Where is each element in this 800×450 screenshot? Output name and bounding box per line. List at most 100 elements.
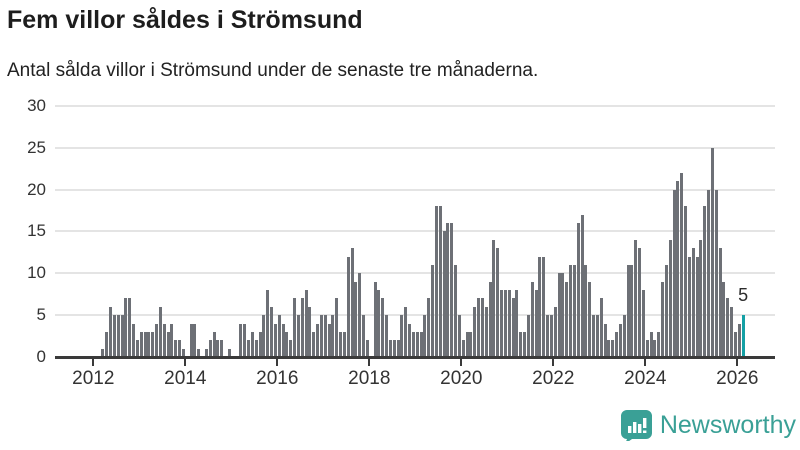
bar [480, 298, 484, 357]
gridline-30 [55, 104, 775, 107]
bar [139, 331, 143, 357]
bar [546, 315, 550, 357]
bar [488, 281, 492, 357]
bar [339, 331, 343, 357]
bar [388, 340, 392, 357]
x-tick-2020 [460, 359, 463, 366]
bar [726, 298, 730, 357]
bar [289, 340, 293, 357]
bar [308, 306, 312, 357]
bar [722, 281, 726, 357]
bar [170, 323, 174, 357]
bar [611, 340, 615, 357]
bar [442, 231, 446, 357]
bar [584, 264, 588, 357]
bar [588, 281, 592, 357]
bar [385, 315, 389, 357]
bar [120, 315, 124, 357]
bar [615, 331, 619, 357]
x-axis-label-2012: 2012 [72, 368, 115, 389]
bar [607, 340, 611, 357]
bar [158, 306, 162, 357]
bar [668, 239, 672, 357]
bar [507, 290, 511, 357]
bar [270, 306, 274, 357]
bar [549, 315, 553, 357]
bar [346, 256, 350, 357]
bar [109, 306, 113, 357]
bar [680, 172, 684, 357]
bar [687, 256, 691, 357]
bar [461, 340, 465, 357]
bar [362, 315, 366, 357]
bar [454, 264, 458, 357]
bar [354, 281, 358, 357]
bar [316, 323, 320, 357]
bar [718, 248, 722, 357]
bar [400, 315, 404, 357]
bar [381, 298, 385, 357]
bar [576, 223, 580, 357]
x-tick-2012 [92, 359, 95, 366]
bar [457, 315, 461, 357]
x-axis-label-2024: 2024 [624, 368, 667, 389]
bar [319, 315, 323, 357]
bar [358, 273, 362, 357]
bar [155, 323, 159, 357]
bar [469, 331, 473, 357]
bar [676, 181, 680, 357]
bar [626, 264, 630, 357]
bar [323, 315, 327, 357]
x-tick-2014 [184, 359, 187, 366]
bar [450, 223, 454, 357]
bar [335, 298, 339, 357]
bar [595, 315, 599, 357]
bar [304, 290, 308, 357]
x-axis-label-2020: 2020 [440, 368, 483, 389]
bar [404, 306, 408, 357]
bar [254, 340, 258, 357]
bar [178, 340, 182, 357]
bar [503, 290, 507, 357]
y-axis-label-0: 0 [36, 347, 46, 366]
bar [465, 331, 469, 357]
bar [641, 290, 645, 357]
bar [227, 348, 231, 357]
bar [684, 206, 688, 357]
x-tick-2026 [736, 359, 739, 366]
bar [699, 239, 703, 357]
bar [293, 298, 297, 357]
bar [105, 331, 109, 357]
bar [239, 323, 243, 357]
bar [392, 340, 396, 357]
bar [691, 248, 695, 357]
bar [365, 340, 369, 357]
x-axis-label-2016: 2016 [256, 368, 299, 389]
gridline-15 [55, 230, 775, 233]
y-axis-label-5: 5 [36, 305, 46, 325]
bar [243, 323, 247, 357]
chart-subtitle: Antal sålda villor i Strömsund under de … [7, 60, 539, 81]
bar [496, 248, 500, 357]
bar [710, 147, 714, 357]
bar [492, 239, 496, 357]
bar [285, 331, 289, 357]
bar [312, 331, 316, 357]
bar [258, 331, 262, 357]
bar [273, 323, 277, 357]
bar [434, 206, 438, 357]
y-axis-label-30: 30 [27, 95, 46, 115]
bar [250, 331, 254, 357]
bar [208, 340, 212, 357]
x-tick-2016 [276, 359, 279, 366]
bar [396, 340, 400, 357]
bar [174, 340, 178, 357]
bar [281, 323, 285, 357]
bar [599, 298, 603, 357]
bar [296, 315, 300, 357]
bar-chart-speech-bubble-icon [620, 410, 652, 444]
bar [572, 264, 576, 357]
bar [530, 281, 534, 357]
bar [730, 306, 734, 357]
